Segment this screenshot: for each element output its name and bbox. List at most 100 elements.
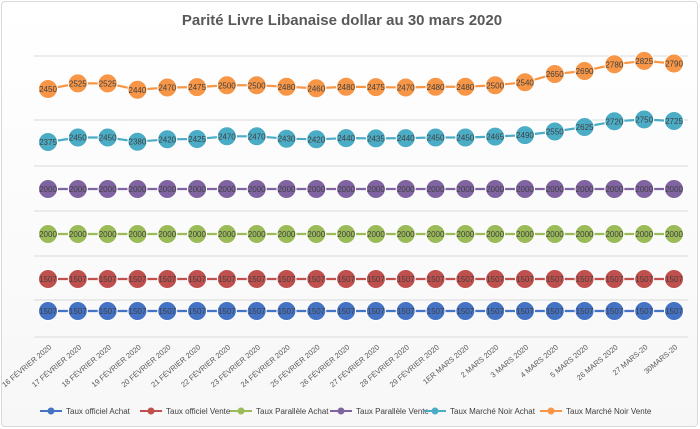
data-point	[664, 224, 684, 244]
data-label: 2000	[576, 230, 594, 239]
data-point	[336, 76, 357, 97]
legend-marker	[337, 407, 345, 415]
data-point	[216, 75, 237, 96]
data-label: 1507	[218, 307, 236, 316]
data-label: 2825	[635, 57, 653, 66]
data-point	[395, 179, 416, 199]
data-point	[604, 301, 625, 321]
data-point	[127, 79, 148, 100]
data-label: 2500	[218, 81, 236, 90]
data-label: 1507	[39, 307, 57, 316]
data-point	[485, 269, 506, 289]
data-label: 2000	[69, 185, 87, 194]
data-label: 1507	[69, 307, 87, 316]
data-label: 1507	[576, 275, 594, 284]
data-point	[306, 224, 327, 244]
data-point	[67, 179, 88, 199]
legend-label: Taux Marché Noir Achat	[450, 407, 536, 416]
data-point	[544, 121, 565, 142]
data-label: 2465	[486, 133, 504, 142]
data-label: 2000	[635, 230, 653, 239]
data-point	[97, 224, 118, 244]
data-point	[634, 109, 655, 130]
data-label: 2725	[665, 117, 683, 126]
series-lines	[47, 59, 675, 313]
data-point	[574, 269, 595, 289]
data-label: 1507	[337, 275, 355, 284]
data-label: 2435	[367, 134, 385, 143]
data-label: 1507	[486, 307, 504, 316]
data-label: 2625	[576, 123, 594, 132]
data-label: 2000	[307, 185, 325, 194]
data-point	[157, 77, 178, 98]
data-label: 2000	[337, 230, 355, 239]
data-point	[485, 179, 506, 199]
data-label: 1507	[337, 307, 355, 316]
data-point	[246, 301, 267, 321]
data-label: 2000	[158, 185, 176, 194]
data-point	[365, 128, 386, 149]
data-label: 2000	[516, 185, 534, 194]
data-label: 2750	[635, 116, 653, 125]
data-label: 2000	[129, 230, 147, 239]
data-label: 1507	[367, 307, 385, 316]
data-label: 2000	[576, 185, 594, 194]
data-point	[276, 269, 297, 289]
data-label: 2450	[427, 134, 445, 143]
data-label: 2000	[69, 230, 87, 239]
data-point	[664, 301, 684, 321]
data-point	[514, 125, 535, 146]
data-label: 2000	[456, 185, 474, 194]
data-point	[187, 179, 208, 199]
data-point	[425, 127, 446, 148]
data-label: 2000	[248, 185, 266, 194]
data-point	[97, 301, 118, 321]
data-point	[157, 129, 178, 150]
data-label: 1507	[427, 307, 445, 316]
data-point	[276, 76, 297, 97]
data-label: 2000	[486, 230, 504, 239]
data-point	[395, 301, 416, 321]
data-label: 2480	[337, 83, 355, 92]
data-point	[67, 73, 88, 94]
data-point	[336, 301, 357, 321]
data-point	[455, 224, 476, 244]
data-label: 1507	[218, 275, 236, 284]
data-label: 2000	[188, 185, 206, 194]
series-markers	[38, 50, 684, 321]
data-point	[336, 224, 357, 244]
data-label: 2470	[218, 132, 236, 141]
data-point	[306, 129, 327, 150]
data-label: 2650	[546, 70, 564, 79]
data-label: 1507	[158, 307, 176, 316]
data-label: 1507	[307, 275, 325, 284]
data-label: 2375	[39, 138, 57, 147]
data-point	[395, 77, 416, 98]
data-label: 2425	[188, 135, 206, 144]
data-point	[216, 224, 237, 244]
data-point	[514, 269, 535, 289]
data-label: 1507	[248, 307, 266, 316]
data-point	[485, 224, 506, 244]
data-label: 1507	[456, 275, 474, 284]
data-point	[157, 224, 178, 244]
data-point	[67, 301, 88, 321]
data-point	[38, 132, 58, 152]
data-label: 2000	[635, 185, 653, 194]
data-point	[187, 77, 208, 98]
data-point	[425, 179, 446, 199]
legend-marker	[237, 407, 245, 415]
data-label: 1507	[397, 275, 415, 284]
data-label: 2000	[218, 185, 236, 194]
data-point	[306, 269, 327, 289]
data-label: 1507	[635, 307, 653, 316]
data-point	[574, 61, 595, 81]
data-label: 1507	[605, 307, 623, 316]
data-point	[604, 224, 625, 244]
data-label: 2000	[486, 185, 504, 194]
data-point	[246, 126, 267, 147]
data-point	[634, 224, 655, 244]
data-point	[664, 53, 684, 74]
data-point	[67, 127, 88, 148]
data-label: 1507	[278, 307, 296, 316]
